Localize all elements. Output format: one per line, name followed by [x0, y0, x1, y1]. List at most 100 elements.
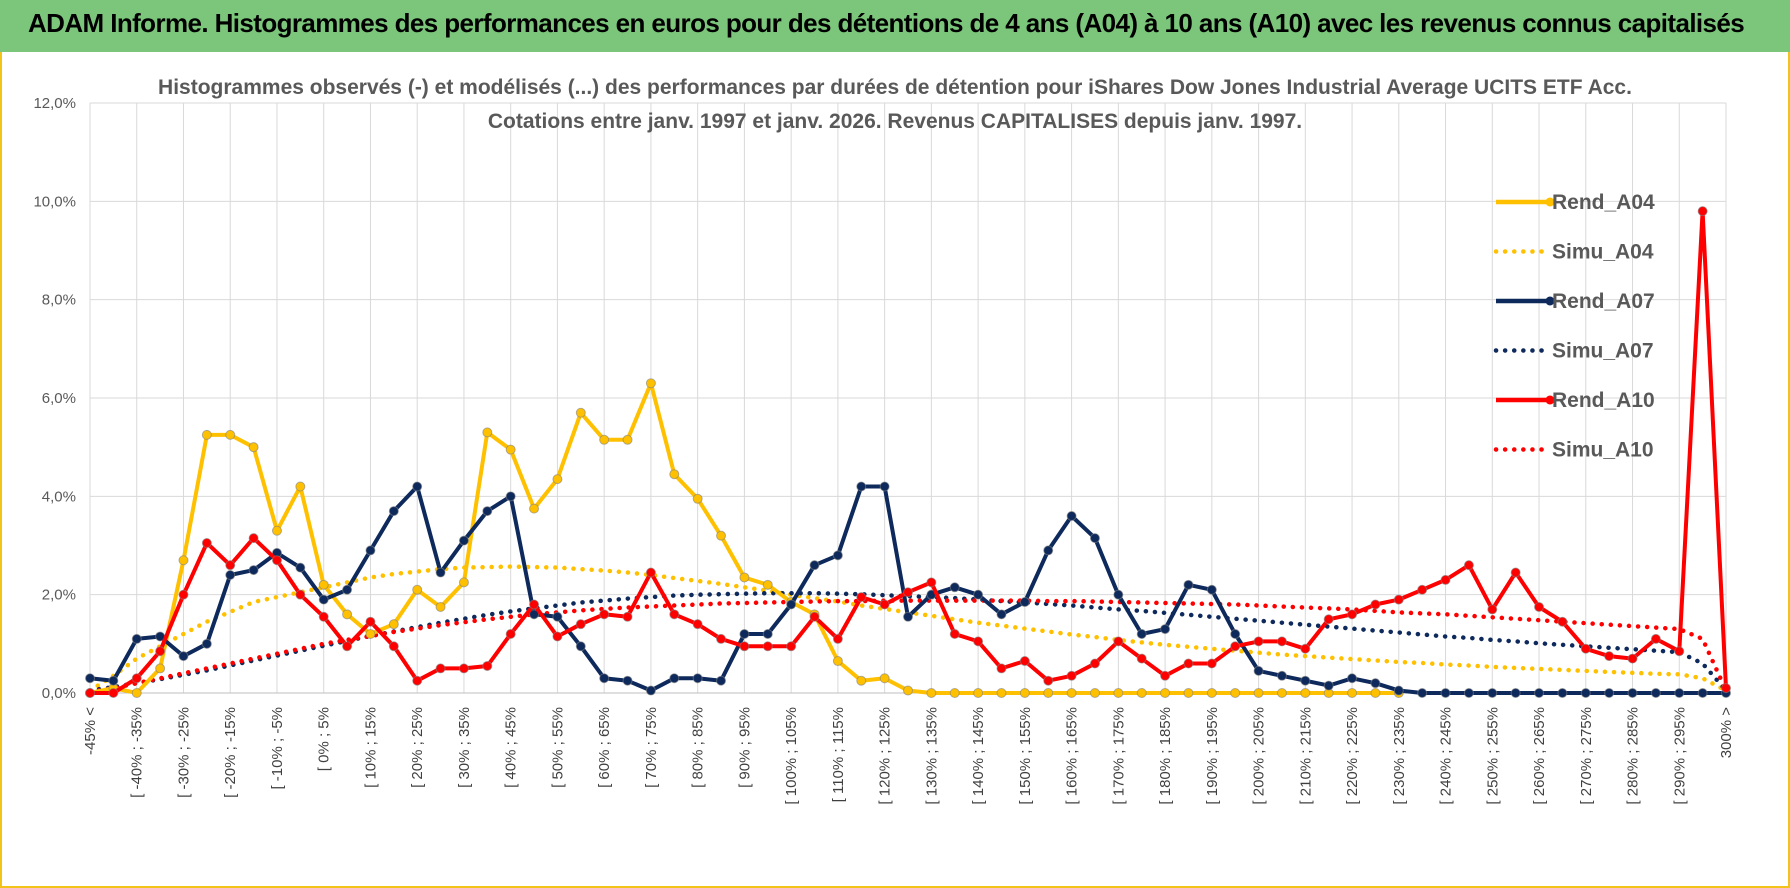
grid	[89, 102, 1727, 694]
x-tick-label: [ 260% ; 265%	[1531, 707, 1548, 805]
data-point	[1370, 599, 1381, 610]
data-point	[482, 660, 493, 671]
data-point	[295, 481, 306, 492]
data-point	[155, 663, 166, 674]
data-point	[1347, 688, 1358, 698]
data-point	[482, 427, 493, 438]
x-axis: -45% < [ -40% ; -35% [ -30% ; -25% [ -20% ;…	[82, 692, 1735, 805]
x-tick-label: [ 90% ; 95%	[736, 707, 753, 788]
x-tick-label: [ 190% ; 195%	[1204, 707, 1221, 805]
data-point	[1019, 688, 1030, 698]
data-point	[832, 550, 843, 561]
data-point	[1136, 653, 1147, 664]
data-point	[552, 474, 563, 485]
data-point	[295, 589, 306, 600]
data-point	[131, 633, 142, 644]
data-point	[645, 685, 656, 696]
data-point	[1721, 683, 1731, 694]
data-point	[295, 562, 306, 573]
y-tick-label: 4,0%	[42, 488, 76, 505]
data-point	[318, 579, 329, 590]
data-point	[973, 636, 984, 647]
y-tick-label: 12,0%	[33, 95, 76, 112]
data-point	[809, 611, 820, 622]
x-tick-label: [ 80% ; 85%	[690, 707, 707, 788]
data-point	[1183, 658, 1194, 669]
x-tick-label: [ 220% ; 225%	[1344, 707, 1361, 805]
data-point	[365, 629, 376, 639]
chart-title-line-2: Cotations entre janv. 1997 et janv. 2026…	[488, 110, 1302, 133]
y-tick-label: 2,0%	[42, 587, 76, 604]
data-point	[599, 673, 610, 684]
x-tick-label: [ 50% ; 55%	[549, 707, 566, 788]
data-point	[716, 675, 727, 686]
data-point	[903, 587, 913, 598]
x-tick-label: [ 170% ; 175%	[1110, 707, 1127, 805]
data-point	[1323, 680, 1334, 691]
data-point	[1300, 643, 1311, 654]
legend-marker	[1545, 296, 1555, 306]
x-tick-label: -45% <	[82, 707, 99, 755]
data-point	[1206, 584, 1217, 595]
x-tick-label: [ 290% ; 295%	[1671, 707, 1688, 805]
data-point	[1253, 636, 1264, 647]
data-point	[248, 533, 259, 544]
data-point	[271, 555, 282, 566]
data-point	[108, 675, 119, 686]
legend-item-rend-a07: Rend_A07	[1496, 290, 1655, 313]
data-point	[1183, 688, 1194, 698]
legend-item-rend-a10: Rend_A10	[1496, 389, 1655, 412]
data-point	[412, 584, 423, 595]
data-point	[178, 555, 189, 566]
x-tick-label: [ 110% ; 115%	[830, 707, 847, 802]
data-point	[1323, 614, 1334, 625]
data-point	[1627, 688, 1638, 698]
data-point	[225, 429, 236, 440]
data-point	[1534, 688, 1545, 698]
data-point	[599, 609, 610, 620]
legend-item-rend-a04: Rend_A04	[1496, 191, 1655, 214]
data-point	[1230, 641, 1241, 652]
data-point	[1557, 616, 1568, 627]
data-point	[365, 616, 376, 627]
data-point	[1066, 511, 1077, 521]
x-tick-label: [ 160% ; 165%	[1064, 707, 1081, 805]
data-point	[996, 688, 1007, 698]
data-point	[225, 560, 236, 571]
data-point	[1206, 688, 1217, 698]
legend-item-simu-a07: Simu_A07	[1493, 340, 1654, 363]
data-point	[669, 609, 680, 620]
data-point	[1674, 688, 1685, 698]
data-point	[926, 688, 937, 698]
data-point	[318, 611, 329, 622]
data-point	[832, 656, 843, 667]
data-point	[1370, 678, 1381, 689]
data-point	[529, 609, 540, 620]
data-point	[949, 629, 960, 639]
data-point	[1019, 597, 1030, 608]
data-point	[412, 481, 423, 492]
data-point	[739, 572, 750, 583]
data-point	[435, 567, 446, 578]
series-rend-a04	[85, 378, 1404, 698]
data-point	[365, 545, 376, 556]
data-point	[1300, 688, 1311, 698]
data-point	[435, 663, 446, 674]
data-point	[832, 633, 843, 644]
data-point	[1534, 601, 1545, 612]
series-rend-a10	[85, 206, 1731, 698]
y-tick-label: 6,0%	[42, 390, 76, 407]
data-point	[716, 530, 727, 541]
banner-title: ADAM Informe. Histogrammes des performan…	[28, 8, 1745, 38]
x-tick-label: [ 130% ; 135%	[923, 707, 940, 805]
data-point	[1510, 567, 1521, 578]
data-point	[342, 609, 353, 620]
data-point	[879, 481, 890, 492]
data-point	[505, 629, 516, 639]
data-point	[622, 611, 633, 622]
legend-marker	[1545, 197, 1555, 207]
data-point	[271, 525, 282, 536]
data-point	[949, 582, 960, 593]
data-point	[973, 589, 984, 600]
data-point	[201, 638, 212, 649]
